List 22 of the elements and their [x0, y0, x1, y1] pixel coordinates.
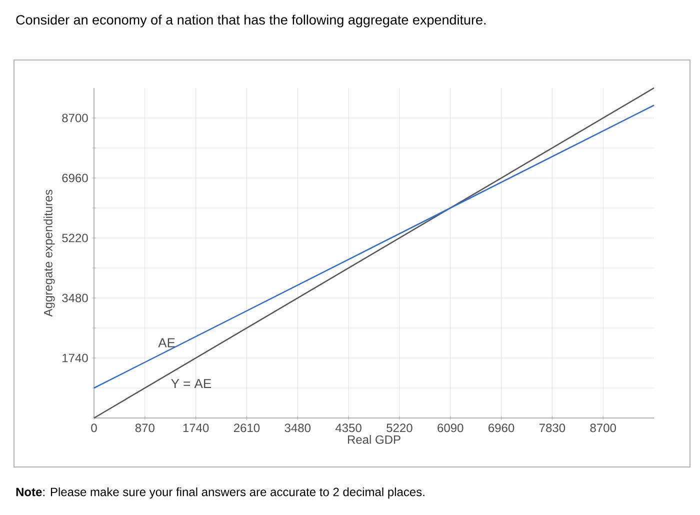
series-label: Y = AE — [171, 379, 212, 388]
y-tick-label: 5220 — [62, 234, 88, 242]
x-tick-label: 2610 — [234, 424, 260, 432]
x-tick-label: 870 — [135, 424, 154, 432]
y-tick-label: 3480 — [62, 294, 88, 302]
x-tick-label: 5220 — [386, 424, 412, 432]
y-tick-label: 6960 — [62, 174, 88, 182]
chart-title: Consider an economy of a nation that has the following aggregate expenditure. — [16, 14, 486, 28]
y-axis-title: Aggregate expenditures — [44, 190, 55, 317]
x-tick-label: 1740 — [183, 424, 209, 432]
x-tick-label: 0 — [91, 424, 97, 432]
y-tick-label: 8700 — [62, 114, 88, 122]
y-tick-label: 1740 — [62, 354, 88, 362]
series-label: AE — [158, 338, 175, 348]
x-tick-label: 6090 — [438, 424, 464, 432]
x-tick-label: 7830 — [539, 424, 566, 432]
x-tick-label: 4350 — [335, 424, 362, 432]
x-tick-label: 8700 — [590, 424, 616, 432]
text: Note: Please make sure your final answers are accurate to 2 decimal places. — [16, 487, 424, 499]
x-axis-title: Real GDP — [348, 435, 400, 444]
x-tick-label: 3480 — [284, 424, 311, 432]
x-tick-label: 6960 — [488, 424, 514, 432]
